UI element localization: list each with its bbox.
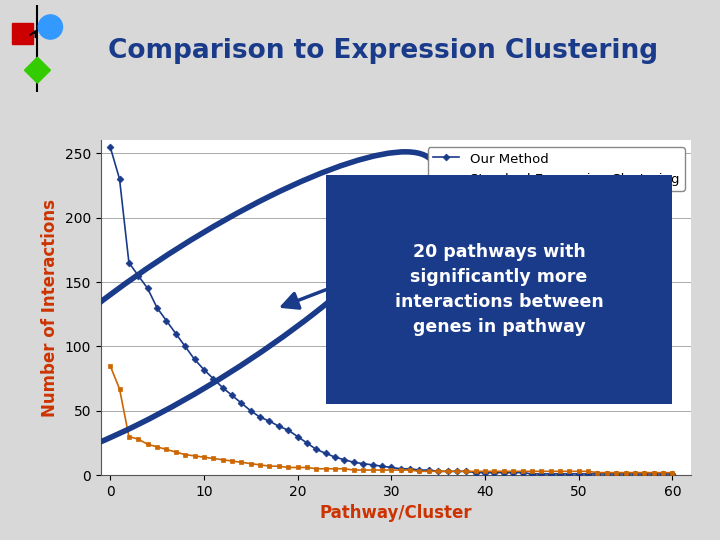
- Bar: [12, 23, 33, 44]
- Our Method: [237, 400, 246, 406]
- Y-axis label: Number of Interactions: Number of Interactions: [41, 199, 59, 417]
- Standard Expression Clustering: [237, 459, 246, 465]
- Standard Expression Clustering: [218, 456, 227, 463]
- Our Method: [302, 440, 311, 446]
- Line: Standard Expression Clustering: Standard Expression Clustering: [108, 363, 675, 475]
- FancyBboxPatch shape: [325, 175, 672, 404]
- Our Method: [603, 471, 611, 477]
- Standard Expression Clustering: [406, 467, 415, 473]
- Circle shape: [38, 15, 63, 39]
- Line: Our Method: Our Method: [108, 144, 675, 476]
- Our Method: [528, 471, 536, 477]
- Our Method: [406, 465, 415, 472]
- Our Method: [668, 471, 677, 477]
- Our Method: [106, 144, 114, 150]
- X-axis label: Pathway/Cluster: Pathway/Cluster: [320, 504, 472, 523]
- Text: Comparison to Expression Clustering: Comparison to Expression Clustering: [108, 38, 658, 64]
- Standard Expression Clustering: [444, 468, 452, 475]
- Polygon shape: [24, 57, 50, 83]
- Standard Expression Clustering: [106, 362, 114, 369]
- Standard Expression Clustering: [668, 469, 677, 476]
- Our Method: [218, 384, 227, 391]
- Standard Expression Clustering: [603, 469, 611, 476]
- Standard Expression Clustering: [593, 469, 602, 476]
- Our Method: [444, 468, 452, 475]
- Legend: Our Method, Standard Expression Clustering: Our Method, Standard Expression Clusteri…: [428, 147, 685, 191]
- Standard Expression Clustering: [302, 464, 311, 471]
- Text: 20 pathways with
significantly more
interactions between
genes in pathway: 20 pathways with significantly more inte…: [395, 244, 603, 336]
